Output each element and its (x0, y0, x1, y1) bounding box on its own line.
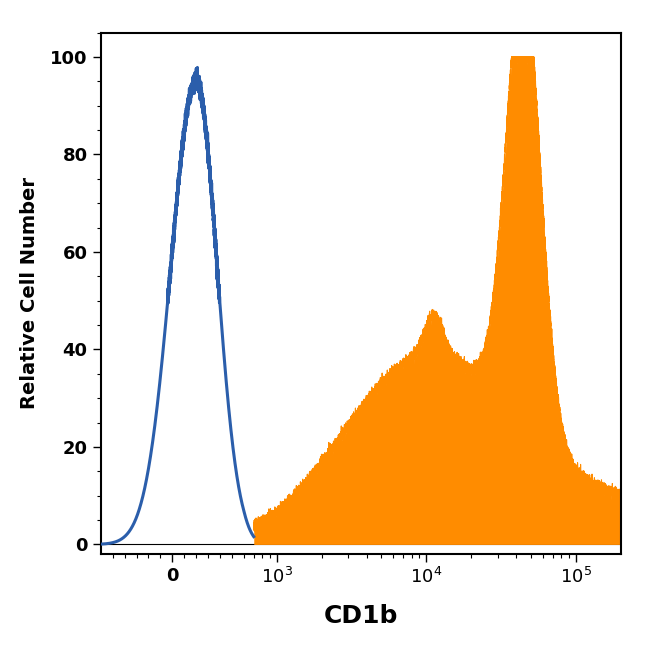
Y-axis label: Relative Cell Number: Relative Cell Number (20, 177, 39, 409)
X-axis label: CD1b: CD1b (324, 604, 398, 628)
